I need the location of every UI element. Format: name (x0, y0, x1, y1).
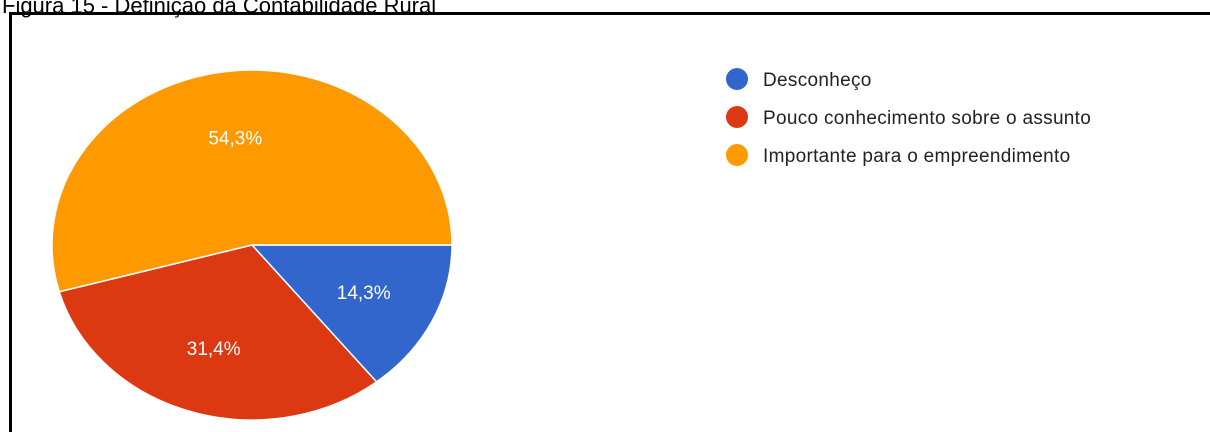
pie-slice-desconheco (250, 244, 453, 383)
pie-slices (51, 69, 453, 421)
figure-frame (9, 12, 1210, 432)
legend-marker-importante (726, 144, 748, 166)
legend-label-pouco-conhecimento: Pouco conhecimento sobre o assunto (763, 108, 1091, 129)
slice-label-desconheco: 14,3% (337, 283, 391, 304)
legend-label-importante: Importante para o empreendimento (763, 146, 1070, 167)
legend-marker-pouco-conhecimento (726, 106, 748, 128)
pie-slice-importante (51, 69, 453, 293)
slice-label-importante: 54,3% (208, 129, 262, 150)
pie-slice-pouco-conhecimento (58, 244, 378, 421)
legend-marker-desconheco (726, 68, 748, 90)
pie-labels: 14,3% 31,4% 54,3% (187, 129, 391, 361)
legend-label-desconheco: Desconheço (763, 70, 872, 91)
slice-label-pouco-conhecimento: 31,4% (187, 339, 241, 360)
legend: Desconheço Pouco conhecimento sobre o ass… (726, 68, 1091, 167)
